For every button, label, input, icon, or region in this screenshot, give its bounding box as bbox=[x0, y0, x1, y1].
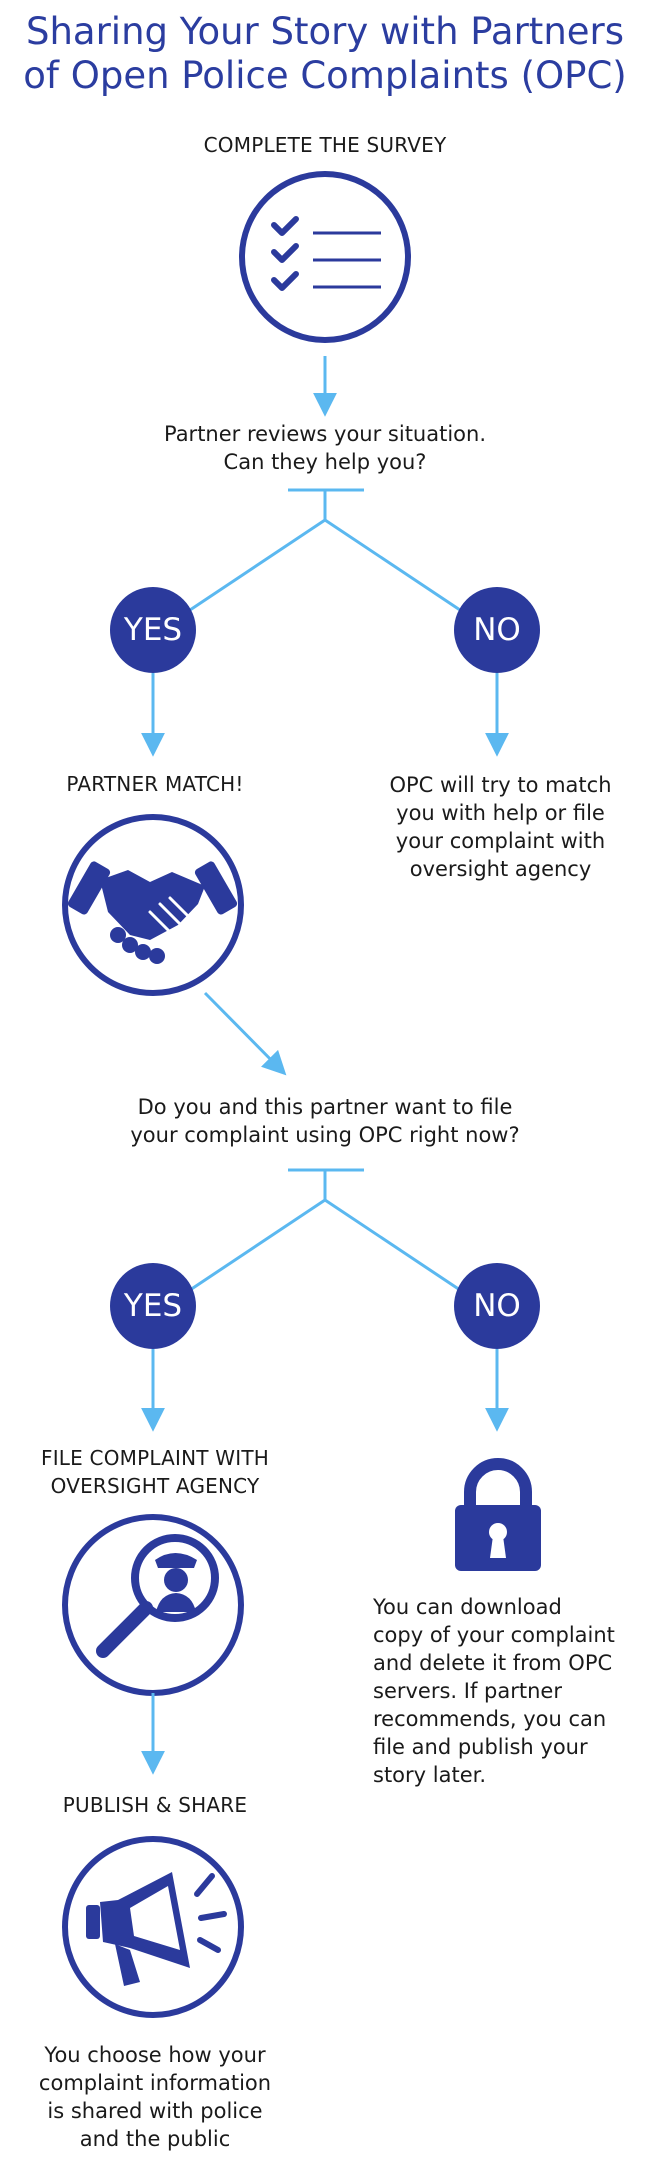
step-partner-match: PARTNER MATCH! bbox=[66, 772, 244, 796]
yes-label-1: YES bbox=[123, 612, 183, 648]
magnifier-officer-icon bbox=[62, 1514, 244, 1696]
step-complete-survey: COMPLETE THE SURVEY bbox=[203, 133, 447, 157]
no-circle-1 bbox=[454, 587, 540, 673]
no-match-line-3: your complaint with bbox=[395, 829, 606, 853]
review-line-1: Partner reviews your situation. bbox=[163, 422, 487, 446]
handshake-icon bbox=[62, 814, 244, 996]
yes-circle-1 bbox=[110, 587, 196, 673]
no-circle-2 bbox=[454, 1263, 540, 1349]
no-label-1: NO bbox=[473, 612, 521, 648]
download-line-2: copy of your complaint bbox=[373, 1623, 615, 1647]
file-question-line-2: your complaint using OPC right now? bbox=[130, 1123, 520, 1147]
file-question-line-1: Do you and this partner want to file bbox=[137, 1095, 513, 1119]
no-match-line-4: oversight agency bbox=[409, 857, 592, 881]
checklist-icon bbox=[239, 171, 411, 343]
download-line-6: file and publish your bbox=[373, 1735, 588, 1759]
no-match-line-2: you with help or file bbox=[396, 801, 605, 825]
step-no-match: OPC will try to match you with help or f… bbox=[368, 771, 633, 883]
yes-circle-2 bbox=[110, 1263, 196, 1349]
download-line-3: and delete it from OPC bbox=[373, 1651, 613, 1675]
file-line-2: OVERSIGHT AGENCY bbox=[50, 1474, 260, 1498]
step-file-question: Do you and this partner want to file you… bbox=[60, 1093, 590, 1149]
arrow-match-to-question bbox=[203, 991, 287, 1076]
download-line-5: recommends, you can bbox=[373, 1707, 607, 1731]
title-line-2: of Open Police Complaints (OPC) bbox=[23, 54, 627, 97]
download-line-4: servers. If partner bbox=[373, 1679, 562, 1703]
step-file-complaint: FILE COMPLAINT WITH OVERSIGHT AGENCY bbox=[10, 1444, 300, 1500]
step-partner-review: Partner reviews your situation. Can they… bbox=[75, 420, 575, 476]
split-connector-2 bbox=[189, 1168, 461, 1292]
choose-line-1: You choose how your bbox=[44, 2043, 266, 2067]
choose-line-2: complaint information bbox=[38, 2071, 272, 2095]
choose-line-4: and the public bbox=[79, 2127, 231, 2151]
step-publish-share: PUBLISH & SHARE bbox=[62, 1793, 248, 1817]
download-line-1: You can download bbox=[373, 1595, 562, 1619]
megaphone-icon bbox=[62, 1836, 244, 2018]
yes-label-2: YES bbox=[123, 1288, 183, 1324]
choose-line-3: is shared with police bbox=[47, 2099, 263, 2123]
no-match-line-1: OPC will try to match bbox=[389, 773, 612, 797]
page-title: Sharing Your Story with Partners of Open… bbox=[0, 10, 650, 98]
lock-icon bbox=[455, 1458, 541, 1571]
step-choose-sharing: You choose how your complaint informatio… bbox=[15, 2041, 295, 2153]
download-line-7: story later. bbox=[373, 1763, 486, 1787]
split-connector-1 bbox=[189, 488, 461, 612]
step-download: You can download copy of your complaint … bbox=[373, 1593, 643, 1789]
title-line-1: Sharing Your Story with Partners bbox=[25, 10, 625, 53]
review-line-2: Can they help you? bbox=[223, 450, 427, 474]
no-label-2: NO bbox=[473, 1288, 521, 1324]
file-line-1: FILE COMPLAINT WITH bbox=[40, 1446, 269, 1470]
